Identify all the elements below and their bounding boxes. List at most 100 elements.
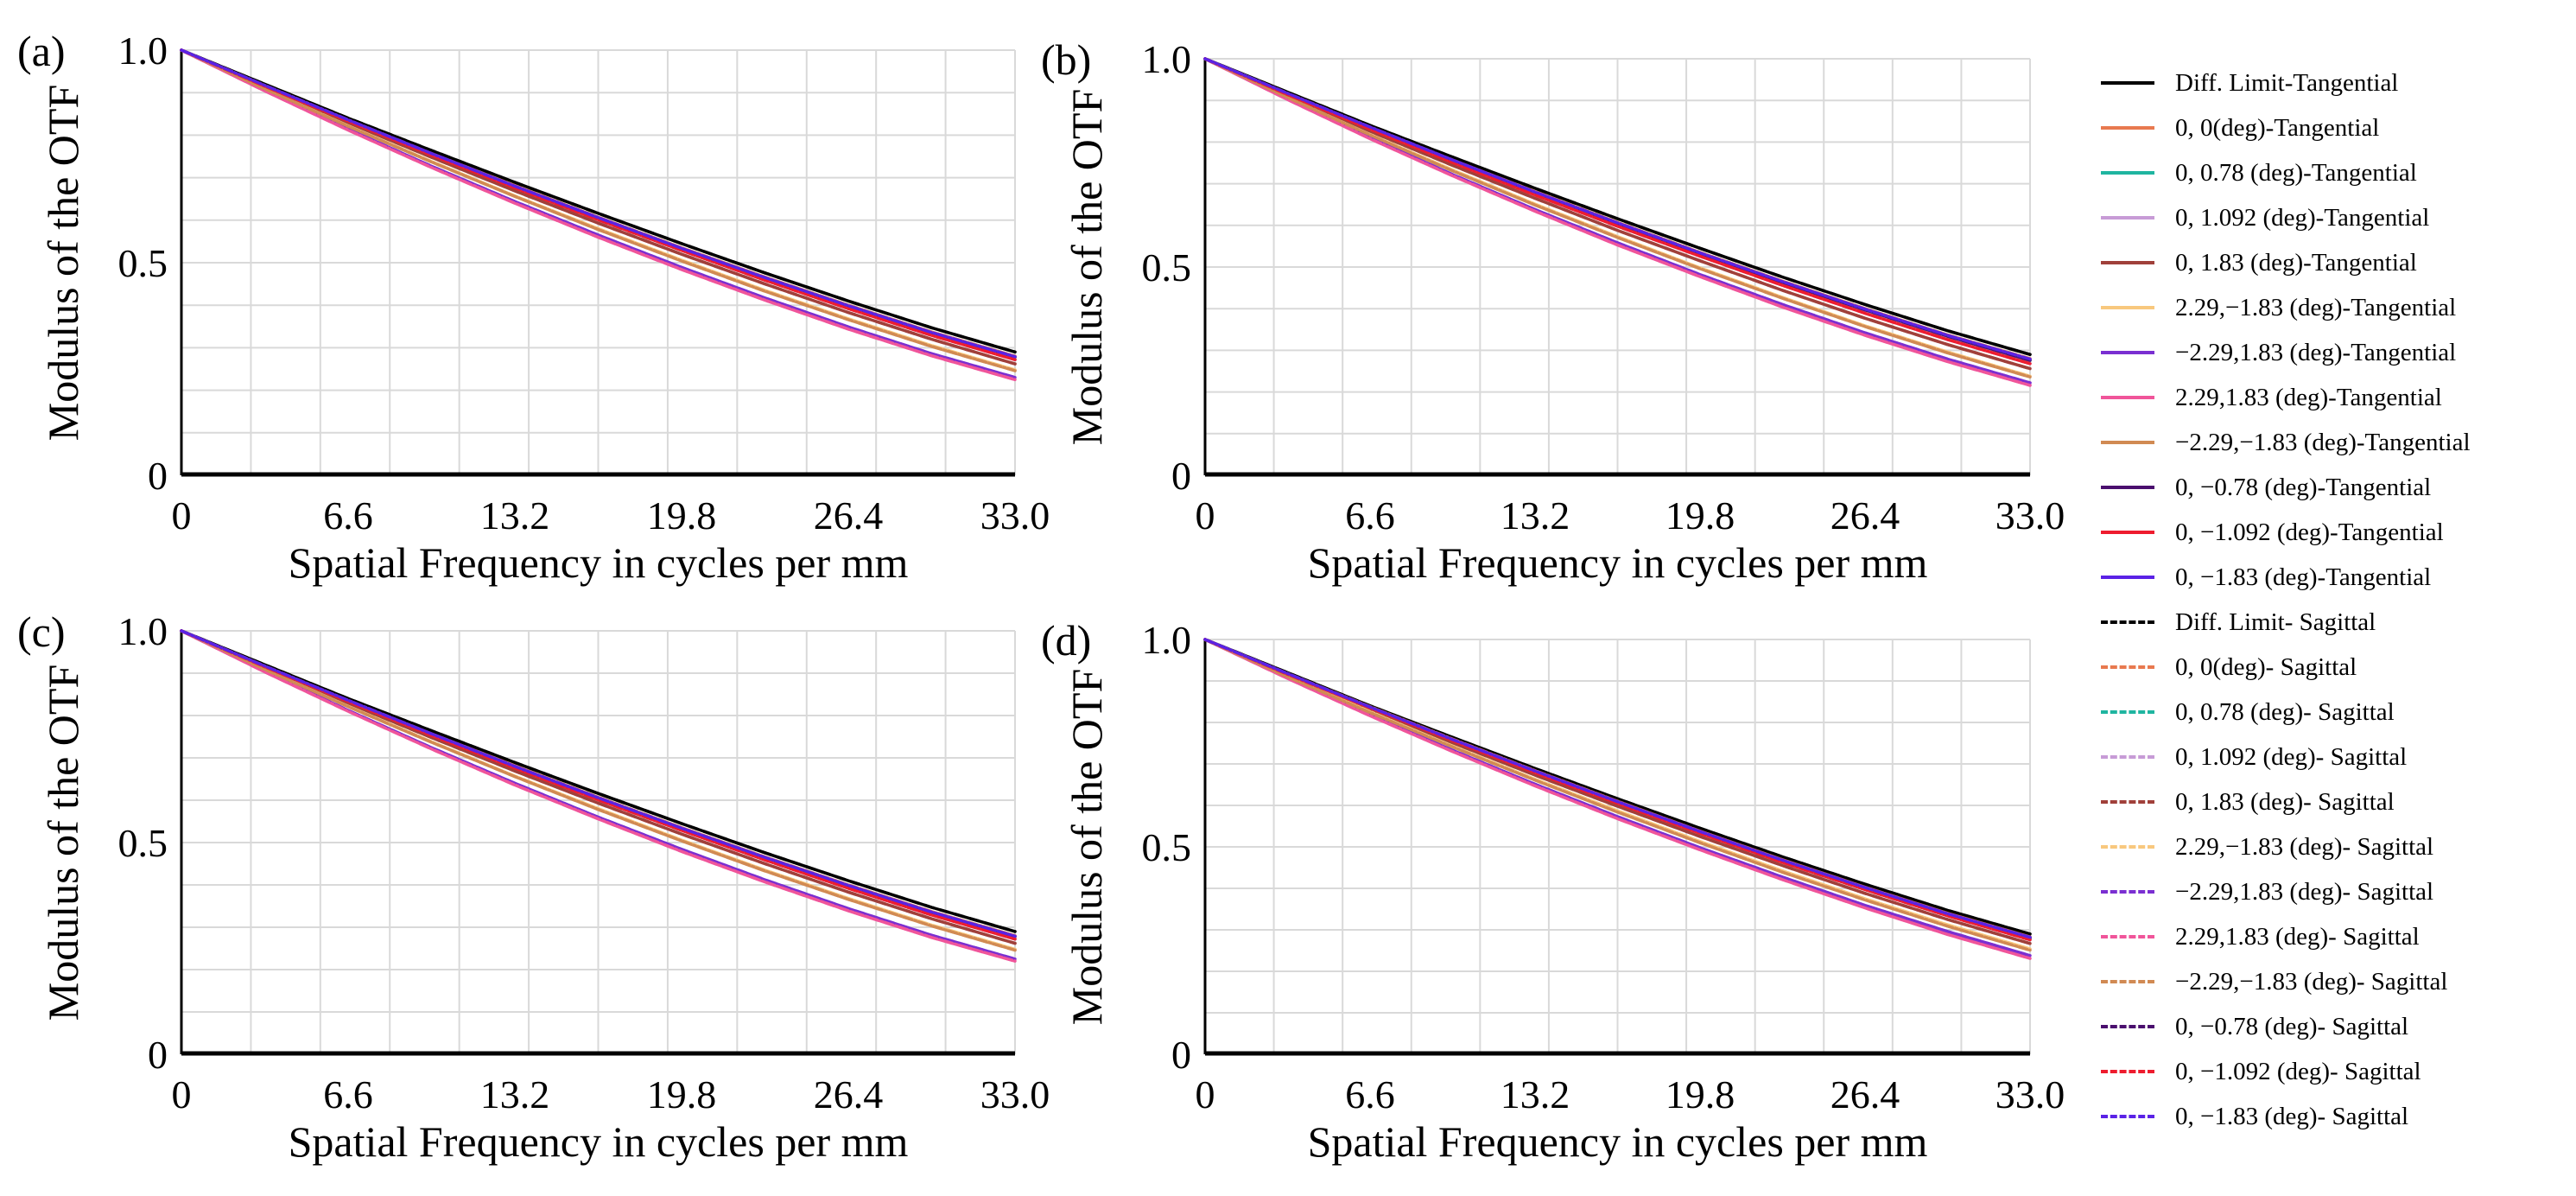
legend-label: 2.29,−1.83 (deg)- Sagittal xyxy=(2175,833,2434,861)
series-line xyxy=(180,48,1017,359)
legend-item: 0, −1.83 (deg)- Sagittal xyxy=(2091,1094,2566,1139)
x-axis-title: Spatial Frequency in cycles per mm xyxy=(1308,538,1928,587)
legend-item: 0, 1.092 (deg)- Sagittal xyxy=(2091,735,2566,779)
series-line xyxy=(1203,638,2032,960)
legend-label: 0, 0.78 (deg)- Sagittal xyxy=(2175,698,2395,726)
legend-swatch xyxy=(2101,845,2154,849)
y-tick-label: 0.5 xyxy=(118,821,168,865)
x-tick-label: 26.4 xyxy=(814,1072,884,1116)
legend-item: 0, −1.83 (deg)-Tangential xyxy=(2091,555,2566,600)
legend-swatch xyxy=(2101,620,2154,624)
series-line xyxy=(180,629,1017,963)
legend-label: −2.29,1.83 (deg)-Tangential xyxy=(2175,339,2457,366)
panel-label: (c) xyxy=(17,608,66,656)
x-axis-title: Spatial Frequency in cycles per mm xyxy=(289,1117,909,1166)
legend-swatch xyxy=(2101,396,2154,399)
x-tick-label: 13.2 xyxy=(480,1072,550,1116)
legend-swatch xyxy=(2101,486,2154,489)
y-tick-label: 0.5 xyxy=(118,241,168,285)
y-tick-label: 0.5 xyxy=(1142,825,1192,869)
legend-item: 0, −1.092 (deg)-Tangential xyxy=(2091,510,2566,555)
legend-swatch xyxy=(2101,1115,2154,1118)
y-tick-label: 0 xyxy=(1171,1033,1191,1077)
x-tick-label: 33.0 xyxy=(1995,493,2065,538)
legend-swatch xyxy=(2101,1025,2154,1028)
legend-label: 0, 1.092 (deg)-Tangential xyxy=(2175,204,2430,232)
legend-label: −2.29,1.83 (deg)- Sagittal xyxy=(2175,878,2434,906)
y-tick-label: 1.0 xyxy=(1142,37,1192,81)
legend-swatch xyxy=(2101,441,2154,444)
legend: Diff. Limit-Tangential 0, 0(deg)-Tangenti… xyxy=(2091,60,2566,1139)
legend-label: 0, 1.83 (deg)-Tangential xyxy=(2175,249,2417,277)
y-tick-label: 0.5 xyxy=(1142,245,1192,289)
x-tick-label: 0 xyxy=(1196,493,1215,538)
legend-swatch xyxy=(2101,531,2154,534)
chart-panel-d: 0 6.6 13.2 19.8 26.4 33.0 0 0.5 1.0 Spatial Frequ… xyxy=(1041,616,2065,1166)
chart-panel-c: 0 6.6 13.2 19.8 26.4 33.0 0 0.5 1.0 Spatial Frequ… xyxy=(17,608,1050,1166)
legend-swatch xyxy=(2101,1070,2154,1073)
legend-label: 0, −1.092 (deg)- Sagittal xyxy=(2175,1058,2421,1085)
series-line xyxy=(180,629,1017,933)
y-axis-title: Modulus of the OTF xyxy=(39,665,87,1021)
x-axis-title: Spatial Frequency in cycles per mm xyxy=(289,538,909,587)
legend-label: 0, −1.83 (deg)-Tangential xyxy=(2175,563,2432,591)
legend-item: 0, −0.78 (deg)-Tangential xyxy=(2091,465,2566,510)
legend-swatch xyxy=(2101,665,2154,669)
y-axis-title: Modulus of the OTF xyxy=(39,85,87,442)
legend-label: 0, 1.092 (deg)- Sagittal xyxy=(2175,743,2408,771)
series-line xyxy=(180,48,1017,361)
legend-label: −2.29,−1.83 (deg)-Tangential xyxy=(2175,429,2471,456)
series-line xyxy=(1203,57,2032,387)
chart-panel-b: 0 6.6 13.2 19.8 26.4 33.0 0 0.5 1.0 Spatial Frequ… xyxy=(1041,35,2065,587)
legend-swatch xyxy=(2101,755,2154,759)
legend-swatch xyxy=(2101,935,2154,938)
legend-item: 0, −1.092 (deg)- Sagittal xyxy=(2091,1049,2566,1094)
legend-item: −2.29,−1.83 (deg)- Sagittal xyxy=(2091,959,2566,1004)
x-axis-title: Spatial Frequency in cycles per mm xyxy=(1308,1117,1928,1166)
legend-item: 0, 1.83 (deg)-Tangential xyxy=(2091,240,2566,285)
series-line xyxy=(180,629,1017,941)
panel-label: (a) xyxy=(17,27,66,75)
y-tick-label: 0 xyxy=(148,1033,168,1077)
panel-label: (d) xyxy=(1041,616,1091,665)
series-line xyxy=(1203,57,2032,379)
series-line xyxy=(180,48,1017,379)
legend-swatch xyxy=(2101,710,2154,714)
legend-label: 0, −1.092 (deg)-Tangential xyxy=(2175,518,2444,546)
y-axis-title: Modulus of the OTF xyxy=(1063,89,1111,446)
chart-panel-a: 0 6.6 13.2 19.8 26.4 33.0 0 0.5 1.0 Spatial Frequ… xyxy=(17,27,1050,587)
x-tick-label: 6.6 xyxy=(1345,1072,1395,1116)
y-tick-label: 0 xyxy=(148,454,168,498)
x-tick-label: 0 xyxy=(172,1072,192,1116)
x-tick-label: 19.8 xyxy=(647,1072,717,1116)
legend-item: Diff. Limit- Sagittal xyxy=(2091,600,2566,645)
series-line xyxy=(1203,57,2032,371)
legend-item: −2.29,1.83 (deg)- Sagittal xyxy=(2091,869,2566,914)
x-tick-label: 19.8 xyxy=(1666,1072,1735,1116)
x-tick-label: 13.2 xyxy=(1501,493,1570,538)
x-tick-label: 26.4 xyxy=(1830,1072,1900,1116)
legend-label: −2.29,−1.83 (deg)- Sagittal xyxy=(2175,968,2448,996)
legend-label: 2.29,1.83 (deg)-Tangential xyxy=(2175,384,2442,411)
legend-label: 0, 0(deg)-Tangential xyxy=(2175,114,2380,142)
series-line xyxy=(1203,57,2032,366)
series-line xyxy=(1203,638,2032,945)
legend-swatch xyxy=(2101,306,2154,309)
legend-swatch xyxy=(2101,890,2154,894)
series-line xyxy=(1203,57,2032,385)
x-tick-label: 6.6 xyxy=(1345,493,1395,538)
series-line xyxy=(180,48,1017,382)
x-tick-label: 19.8 xyxy=(1666,493,1735,538)
legend-swatch xyxy=(2101,800,2154,804)
x-tick-label: 33.0 xyxy=(1995,1072,2065,1116)
series-line xyxy=(180,629,1017,938)
x-tick-label: 26.4 xyxy=(1830,493,1900,538)
legend-item: −2.29,−1.83 (deg)-Tangential xyxy=(2091,420,2566,465)
legend-label: Diff. Limit- Sagittal xyxy=(2175,608,2376,636)
series-line xyxy=(180,48,1017,366)
legend-item: 2.29,−1.83 (deg)- Sagittal xyxy=(2091,824,2566,869)
x-tick-label: 0 xyxy=(1196,1072,1215,1116)
x-tick-label: 6.6 xyxy=(323,493,373,538)
series-line xyxy=(1203,57,2032,361)
